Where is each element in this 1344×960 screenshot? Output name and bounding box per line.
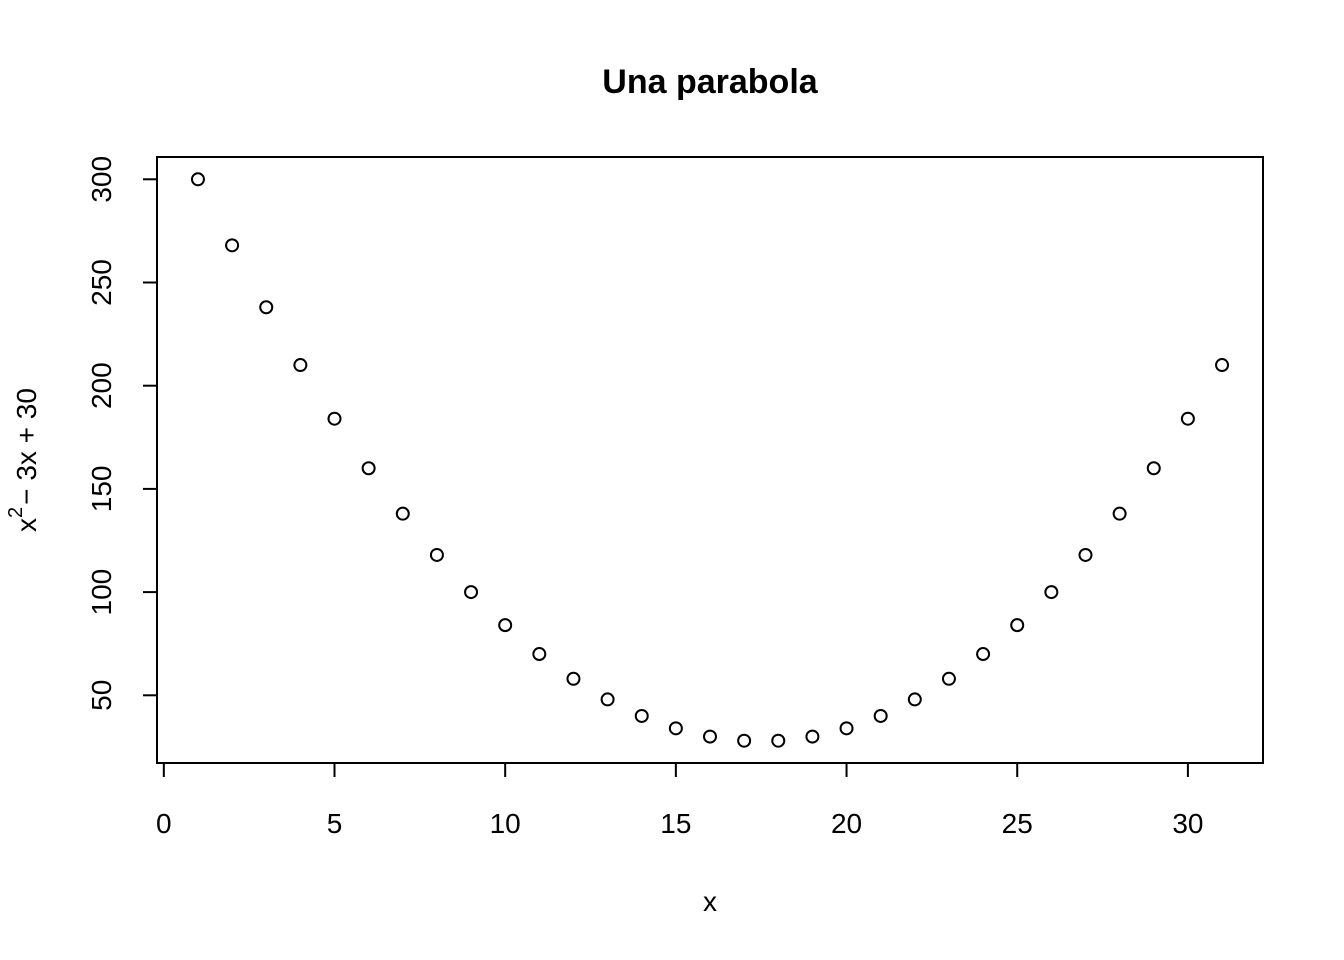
data-point bbox=[839, 721, 854, 736]
data-point bbox=[668, 721, 683, 736]
data-point bbox=[1215, 358, 1230, 373]
data-point bbox=[1180, 411, 1195, 426]
x-axis: 0 5 10 15 20 25 30 bbox=[156, 762, 1203, 839]
x-tick-label: 30 bbox=[1172, 808, 1203, 839]
data-point bbox=[941, 671, 956, 686]
y-tick-label: 250 bbox=[86, 259, 117, 306]
x-tick-label: 5 bbox=[327, 808, 343, 839]
y-tick-label: 50 bbox=[86, 680, 117, 711]
svg-text:x2− 3x + 30: x2 − 3x + 30 bbox=[5, 388, 42, 532]
data-point bbox=[1078, 547, 1093, 562]
y-label-base: x bbox=[11, 518, 42, 532]
data-point bbox=[873, 708, 888, 723]
data-point bbox=[805, 729, 820, 744]
y-axis: 50 100 150 200 250 300 bbox=[86, 156, 158, 711]
data-point bbox=[976, 647, 991, 662]
data-point bbox=[464, 585, 479, 600]
x-tick-label: 10 bbox=[490, 808, 521, 839]
data-point bbox=[395, 506, 410, 521]
y-tick-label: 300 bbox=[86, 156, 117, 203]
data-point bbox=[293, 358, 308, 373]
data-point bbox=[1044, 585, 1059, 600]
data-points bbox=[190, 172, 1230, 748]
x-axis-label: x bbox=[703, 886, 717, 917]
x-tick-label: 20 bbox=[831, 808, 862, 839]
data-point bbox=[907, 692, 922, 707]
y-axis-label: x2 − 3x + 30 bbox=[5, 388, 42, 532]
data-point bbox=[532, 647, 547, 662]
plot-frame bbox=[156, 156, 1264, 764]
data-point bbox=[259, 300, 274, 315]
y-tick-label: 100 bbox=[86, 569, 117, 616]
data-point bbox=[771, 733, 786, 748]
x-tick-label: 0 bbox=[156, 808, 172, 839]
y-tick-label: 150 bbox=[86, 466, 117, 513]
data-point bbox=[634, 708, 649, 723]
x-tick-label: 25 bbox=[1002, 808, 1033, 839]
data-point bbox=[566, 671, 581, 686]
data-point bbox=[498, 618, 513, 633]
y-tick-label: 200 bbox=[86, 362, 117, 409]
chart-title: Una parabola bbox=[602, 63, 818, 101]
data-point bbox=[225, 238, 240, 253]
data-point bbox=[600, 692, 615, 707]
y-label-rest: − 3x + 30 bbox=[11, 388, 42, 505]
data-point bbox=[737, 733, 752, 748]
data-point bbox=[190, 172, 205, 187]
data-point bbox=[1112, 506, 1127, 521]
data-point bbox=[1146, 461, 1161, 476]
data-point bbox=[429, 547, 444, 562]
data-point bbox=[703, 729, 717, 744]
x-tick-label: 15 bbox=[660, 808, 691, 839]
data-point bbox=[361, 461, 376, 476]
data-point bbox=[327, 411, 342, 426]
data-point bbox=[1010, 618, 1025, 633]
y-label-exponent: 2 bbox=[5, 507, 27, 518]
